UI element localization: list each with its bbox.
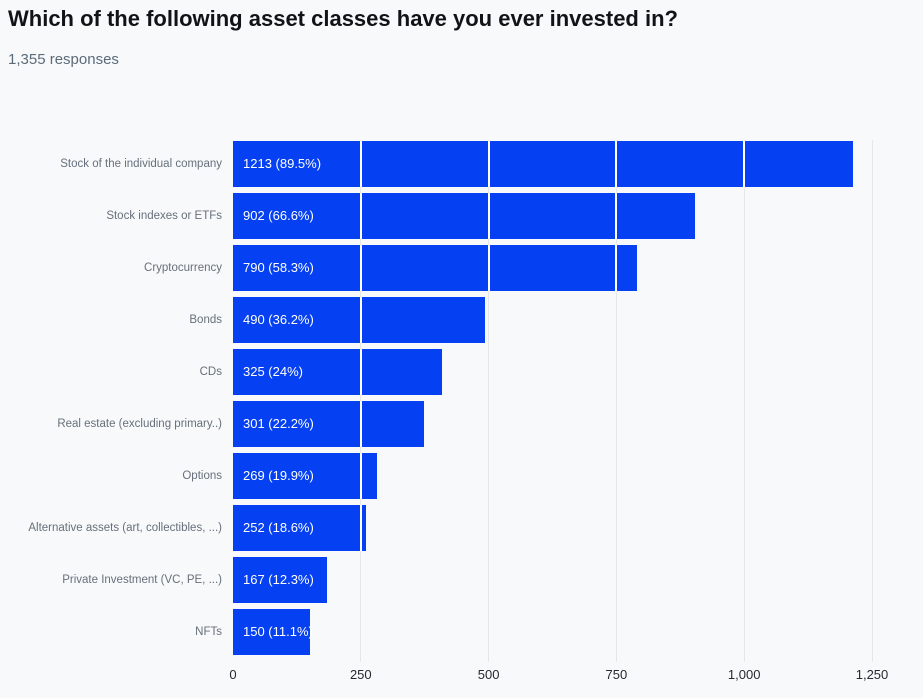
gridline-over-bar	[359, 141, 362, 187]
bar: 252 (18.6%)	[233, 505, 366, 551]
bar: 301 (22.2%)	[233, 401, 424, 447]
x-axis-tick-label: 750	[605, 667, 628, 682]
gridline	[743, 140, 745, 662]
bar: 269 (19.9%)	[233, 453, 377, 499]
category-label: Real estate (excluding primary..)	[57, 418, 222, 430]
category-label: Stock of the individual company	[60, 158, 222, 170]
category-label: Options	[182, 470, 222, 482]
bar-chart: 1213 (89.5%) 902 (66.6%) 790 (58.3%) 490 (3…	[229, 140, 923, 688]
bar: 325 (24%)	[233, 349, 442, 395]
bar-value-label: 325 (24%)	[243, 364, 303, 379]
bar: 902 (66.6%)	[233, 193, 695, 239]
gridline-over-bar	[487, 193, 490, 239]
bar: 790 (58.3%)	[233, 245, 637, 291]
x-axis-tick-label: 1,250	[855, 667, 889, 682]
category-label: Cryptocurrency	[144, 262, 222, 274]
bar-value-label: 490 (36.2%)	[243, 312, 314, 327]
gridline-over-bar	[487, 141, 490, 187]
bar-value-label: 167 (12.3%)	[243, 572, 314, 587]
responses-count: 1,355 responses	[8, 51, 119, 68]
bar-value-label: 252 (18.6%)	[243, 520, 314, 535]
gridline-over-bar	[743, 141, 746, 187]
gridline-over-bar	[615, 141, 618, 187]
x-axis-tick-label: 250	[349, 667, 372, 682]
bar-value-label: 790 (58.3%)	[243, 260, 314, 275]
gridline-over-bar	[359, 349, 362, 395]
bar-value-label: 1213 (89.5%)	[243, 156, 322, 171]
gridline-over-bar	[615, 245, 618, 291]
bar-value-label: 150 (11.1%)	[243, 624, 313, 639]
gridline-over-bar	[615, 193, 618, 239]
gridline-over-bar	[487, 245, 490, 291]
x-axis-tick-label: 1,000	[727, 667, 761, 682]
gridline-over-bar	[359, 505, 362, 551]
category-label: Private Investment (VC, PE, ...)	[62, 574, 222, 586]
category-label: NFTs	[195, 626, 222, 638]
category-label: Alternative assets (art, collectibles, .…	[28, 522, 222, 534]
gridline-over-bar	[359, 193, 362, 239]
x-axis-tick-label: 0	[229, 667, 237, 682]
gridline	[871, 140, 873, 662]
category-label: CDs	[199, 366, 222, 378]
bar: 1213 (89.5%)	[233, 141, 853, 187]
gridline-over-bar	[359, 245, 362, 291]
gridline	[615, 140, 617, 662]
gridline-over-bar	[359, 297, 362, 343]
bar: 150 (11.1%)	[233, 609, 313, 655]
bar-value-label: 301 (22.2%)	[243, 416, 314, 431]
bar: 167 (12.3%)	[233, 557, 327, 603]
gridline-over-bar	[359, 401, 362, 447]
category-label: Bonds	[189, 314, 222, 326]
gridline-over-bar	[359, 453, 362, 499]
x-axis-tick-label: 500	[477, 667, 500, 682]
bar-value-label: 902 (66.6%)	[243, 208, 314, 223]
category-label: Stock indexes or ETFs	[106, 210, 222, 222]
bar-value-label: 269 (19.9%)	[243, 468, 314, 483]
category-axis: Stock of the individual company Stock ind…	[0, 140, 222, 662]
page-title: Which of the following asset classes hav…	[8, 6, 678, 31]
gridline	[488, 140, 490, 662]
bar: 490 (36.2%)	[233, 297, 485, 343]
